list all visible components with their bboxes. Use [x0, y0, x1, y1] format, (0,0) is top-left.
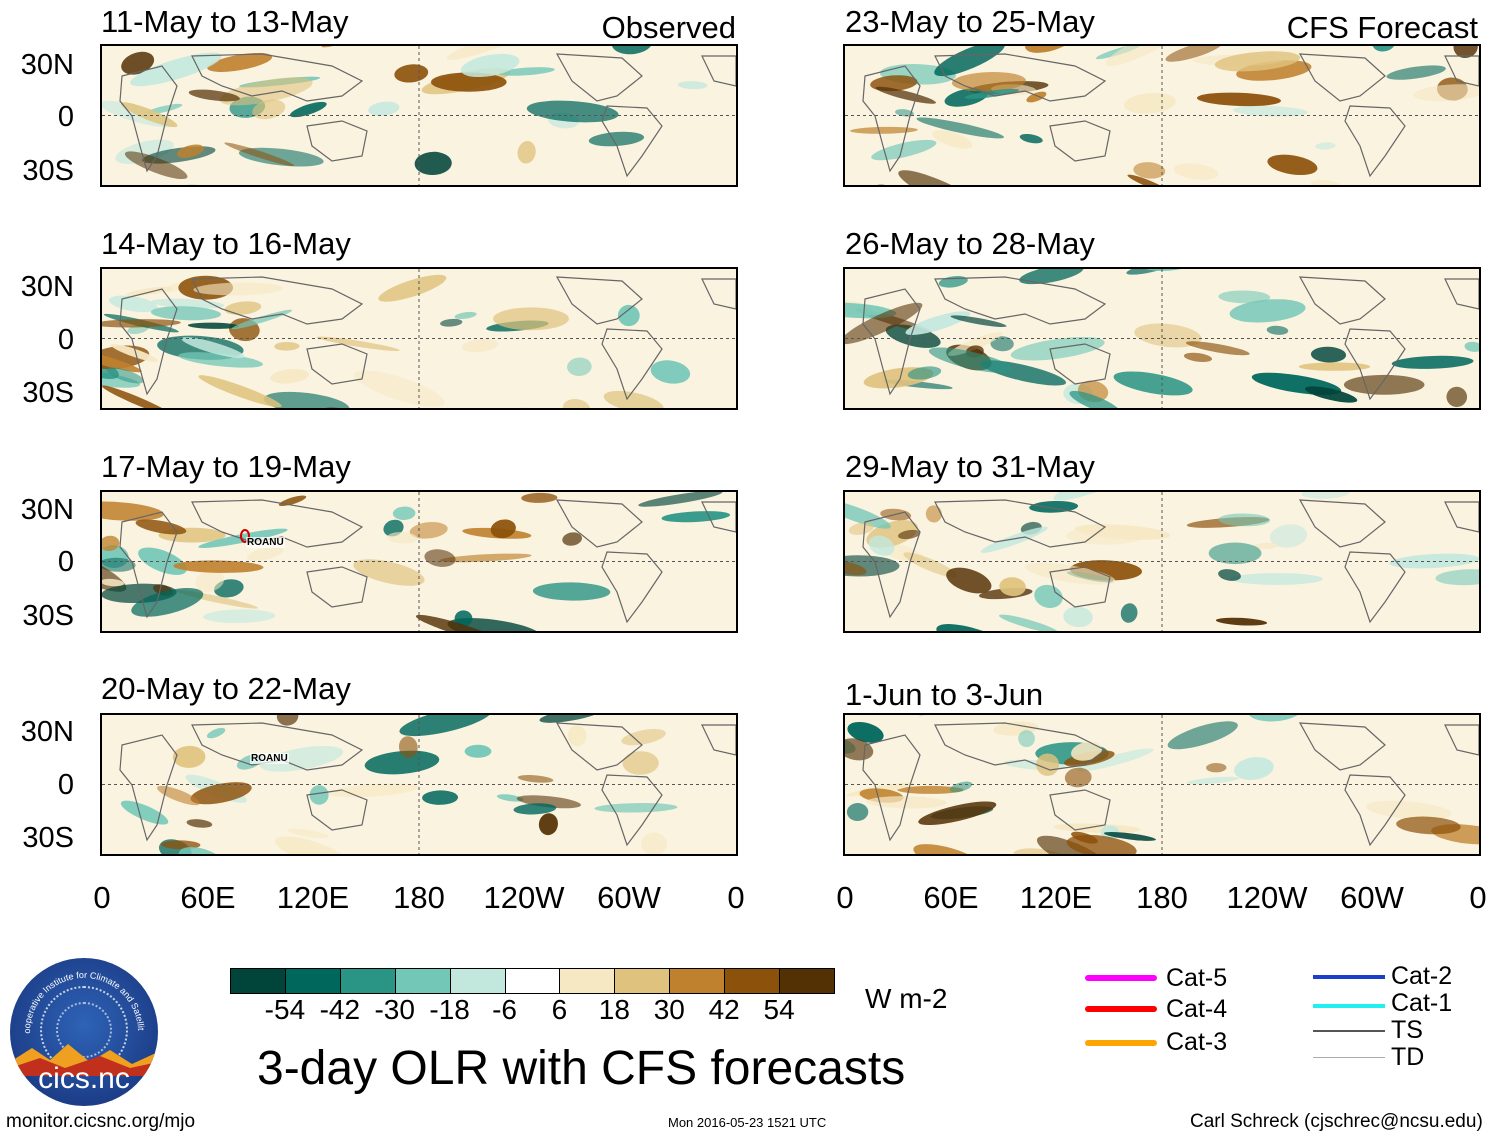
colorbar-swatch — [614, 968, 671, 994]
colorbar-swatch — [504, 968, 561, 994]
map-panel-observed-2 — [100, 267, 738, 410]
panel-7-title: 20-May to 22-May — [101, 671, 351, 706]
legend-label-cat4: Cat-4 — [1166, 995, 1228, 1023]
panel-6-title: 29-May to 31-May — [845, 449, 1095, 484]
storm-track-icon — [240, 529, 250, 543]
colorbar-tick-label: -42 — [319, 994, 361, 1025]
main-title: 3-day OLR with CFS forecasts — [257, 1042, 906, 1095]
lon-label-left-120w: 120W — [483, 880, 565, 915]
legend-label-ts: TS — [1391, 1016, 1423, 1044]
footer-url: monitor.cicsnc.org/mjo — [6, 1111, 196, 1132]
panel-4-title: 26-May to 28-May — [845, 226, 1095, 261]
lon-label-right-120e: 120E — [1019, 880, 1093, 915]
panel-1-title: 11-May to 13-May — [101, 4, 349, 39]
colorbar-swatch — [394, 968, 451, 994]
lat-label-eq-row2: 0 — [57, 324, 74, 356]
colorbar-tick-label: -30 — [374, 994, 415, 1025]
map-panel-observed-1 — [100, 44, 738, 187]
legend-swatch-ts — [1313, 1030, 1385, 1032]
legend-swatch-cat1 — [1313, 1004, 1385, 1008]
lat-label-eq-row3: 0 — [57, 546, 74, 578]
colorbar-swatch — [669, 968, 726, 994]
colorbar-tick-label: 42 — [708, 994, 740, 1025]
colorbar-tick-label: 18 — [598, 994, 630, 1025]
footer-timestamp: Mon 2016-05-23 1521 UTC — [668, 1115, 827, 1130]
map-panel-forecast-2 — [843, 267, 1481, 410]
logo-arc-text: Cooperative Institute for Climate and Sa… — [10, 958, 146, 1034]
lon-label-right-180: 180 — [1136, 880, 1188, 915]
panel-1-tag: Observed — [601, 10, 736, 45]
map-panel-observed-3 — [100, 490, 738, 633]
colorbar-tick-label: 30 — [653, 994, 685, 1025]
storm-label-roanu-1: ROANU — [246, 537, 285, 548]
cics-logo: Cooperative Institute for Climate and Sa… — [10, 958, 158, 1106]
lat-label-30s-row4: 30S — [22, 822, 74, 854]
lon-label-right-60e: 60E — [923, 880, 979, 915]
legend-label-cat2: Cat-2 — [1391, 962, 1453, 990]
lat-label-30n-row1: 30N — [20, 49, 74, 81]
colorbar-tick-label: 54 — [763, 994, 795, 1025]
legend-swatch-cat4 — [1085, 1006, 1157, 1012]
panel-2-tag: CFS Forecast — [1286, 10, 1478, 45]
lat-label-30s-row3: 30S — [22, 600, 74, 632]
panel-8-title: 1-Jun to 3-Jun — [845, 677, 1044, 712]
colorbar-swatch — [449, 968, 506, 994]
lon-label-left-60e: 60E — [180, 880, 236, 915]
lat-label-eq-row4: 0 — [57, 769, 74, 801]
colorbar-tick-label: -18 — [429, 994, 470, 1025]
legend-label-cat1: Cat-1 — [1391, 989, 1453, 1017]
lat-label-30n-row2: 30N — [20, 271, 74, 303]
colorbar-units: W m-2 — [865, 983, 948, 1014]
lon-label-left-180: 180 — [393, 880, 445, 915]
colorbar-swatch — [559, 968, 616, 994]
lon-label-left-120e: 120E — [276, 880, 350, 915]
colorbar-swatch — [284, 968, 341, 994]
lon-label-left-0: 0 — [93, 880, 111, 915]
colorbar-swatch — [779, 968, 835, 994]
legend-swatch-cat3 — [1085, 1040, 1157, 1046]
lat-label-eq-row1: 0 — [57, 101, 74, 133]
map-panel-forecast-3 — [843, 490, 1481, 633]
lat-label-30s-row2: 30S — [22, 377, 74, 409]
legend-label-cat5: Cat-5 — [1166, 964, 1228, 992]
legend-label-cat3: Cat-3 — [1166, 1028, 1228, 1056]
lon-label-right-120w: 120W — [1226, 880, 1308, 915]
panel-2-title: 23-May to 25-May — [845, 4, 1095, 39]
map-panel-observed-4 — [100, 713, 738, 856]
map-panel-forecast-4 — [843, 713, 1481, 856]
panel-3-title: 14-May to 16-May — [101, 226, 351, 261]
storm-label-roanu-2: ROANU — [250, 753, 289, 764]
legend-swatch-cat5 — [1085, 975, 1157, 981]
footer-author: Carl Schreck (cjschrec@ncsu.edu) — [1190, 1111, 1483, 1132]
colorbar-tick-label: 6 — [551, 994, 568, 1025]
lon-label-right-0-end: 0 — [1469, 880, 1487, 915]
colorbar-swatch — [230, 968, 286, 994]
legend-swatch-td — [1313, 1057, 1385, 1058]
lat-label-30n-row4: 30N — [20, 716, 74, 748]
colorbar-tick-label: -54 — [264, 994, 306, 1025]
lon-label-right-60w: 60W — [1340, 880, 1404, 915]
svg-text:Cooperative Institute for Clim: Cooperative Institute for Climate and Sa… — [10, 958, 146, 1034]
lat-label-30n-row3: 30N — [20, 494, 74, 526]
colorbar-swatch — [339, 968, 396, 994]
legend-swatch-cat2 — [1313, 975, 1385, 979]
map-panel-forecast-1 — [843, 44, 1481, 187]
panel-5-title: 17-May to 19-May — [101, 449, 351, 484]
lon-label-left-0-end: 0 — [727, 880, 745, 915]
colorbar-swatch — [724, 968, 781, 994]
lat-label-30s-row1: 30S — [22, 155, 74, 187]
lon-label-right-0: 0 — [836, 880, 854, 915]
colorbar-tick-label: -6 — [492, 994, 517, 1025]
legend-label-td: TD — [1391, 1043, 1425, 1071]
lon-label-left-60w: 60W — [597, 880, 661, 915]
logo-text: cics.nc — [38, 1062, 130, 1095]
